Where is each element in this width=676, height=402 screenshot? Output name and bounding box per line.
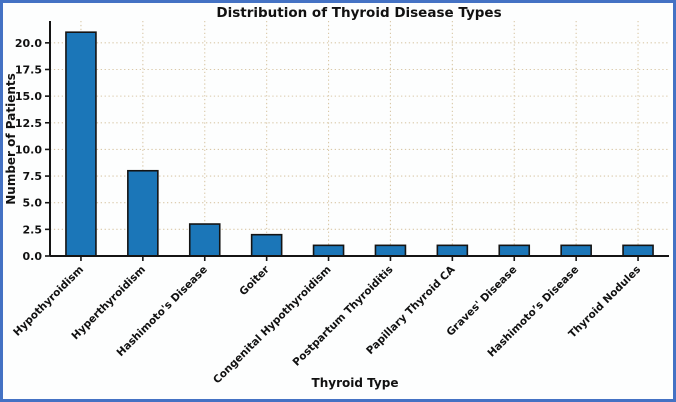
thyroid-bar-chart: 0.02.55.07.510.012.515.017.520.0Hypothyr… — [4, 5, 669, 390]
bar-1 — [127, 169, 159, 257]
x-tick-label-4: Congenital Hypothyroidism — [211, 264, 334, 387]
bar-3 — [250, 233, 283, 257]
y-tick-label: 20.0 — [15, 37, 42, 50]
y-tick-label: 0.0 — [23, 250, 43, 263]
chart-title: Distribution of Thyroid Disease Types — [216, 5, 501, 21]
bar-0 — [65, 31, 97, 257]
bar-6 — [436, 244, 469, 257]
y-tick-label: 10.0 — [15, 143, 42, 156]
y-tick-label: 17.5 — [15, 63, 42, 76]
gridlines — [50, 21, 669, 257]
bar-7 — [498, 244, 531, 257]
bar-9 — [622, 244, 654, 257]
axes — [45, 21, 669, 261]
tick-labels: 0.02.55.07.510.012.515.017.520.0Hypothyr… — [11, 37, 643, 386]
y-axis-label: Number of Patients — [4, 73, 18, 205]
y-tick-label: 7.5 — [23, 170, 43, 183]
y-tick-label: 5.0 — [23, 197, 43, 210]
bar-series — [65, 31, 654, 257]
bar-4 — [312, 244, 345, 257]
x-axis-label: Thyroid Type — [312, 376, 399, 390]
y-tick-label: 12.5 — [15, 117, 42, 130]
bar-8 — [560, 244, 592, 257]
bar-5 — [374, 244, 407, 257]
bar-2 — [188, 223, 221, 257]
y-tick-label: 2.5 — [23, 223, 43, 236]
x-tick-label-5: Postpartum Thyroiditis — [291, 264, 396, 369]
x-tick-label-3: Goiter — [237, 263, 272, 298]
y-tick-label: 15.0 — [15, 90, 42, 103]
